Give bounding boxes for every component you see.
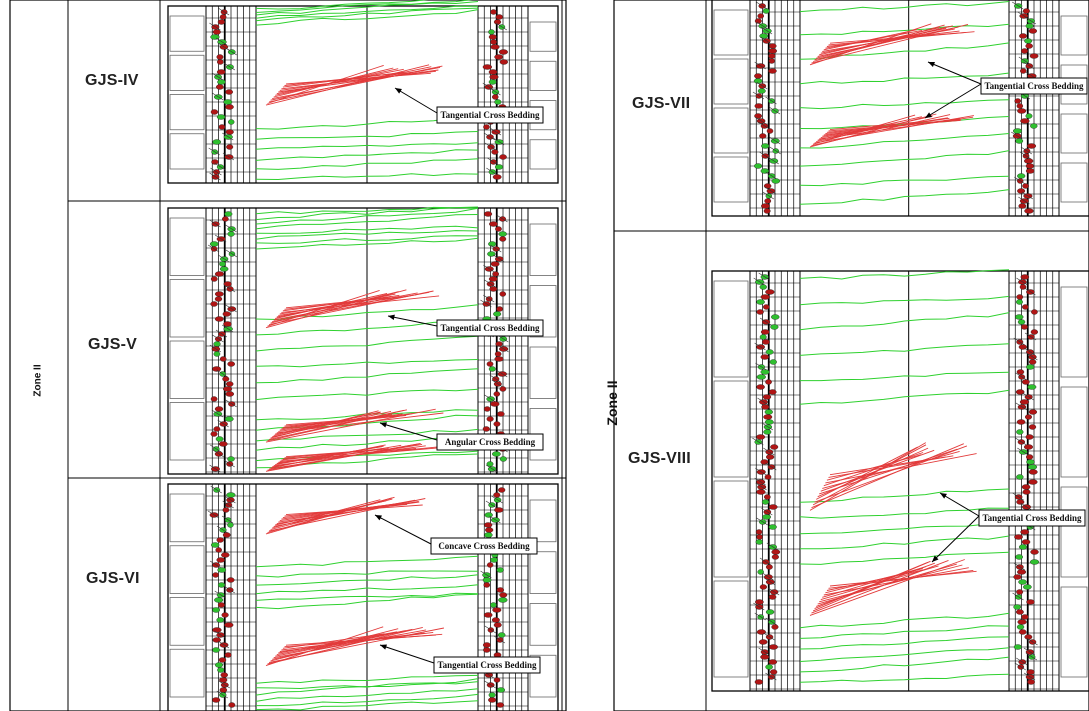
right-well-log <box>1008 0 1060 217</box>
well-label-gjs-viii: GJS-VIII <box>628 450 691 467</box>
right-zone-label: Zone II <box>604 380 620 426</box>
arrow-head <box>375 515 382 521</box>
annotation-box <box>433 656 541 674</box>
left-zone-label: Zone II <box>32 364 44 397</box>
annotation-box <box>436 433 544 451</box>
annotation-arrow <box>379 422 438 441</box>
annotation-label: Tangential Cross Bedding <box>440 323 540 333</box>
annotation-label: Angular Cross Bedding <box>445 437 536 447</box>
panel-gjs-viii: Tangential Cross Bedding <box>711 269 1089 692</box>
bedding-lines <box>255 0 479 181</box>
annotation-arrow <box>927 61 982 85</box>
arrow-head <box>940 493 947 499</box>
annotation-label: Tangential Cross Bedding <box>982 513 1082 523</box>
lithology-boxes <box>169 493 557 698</box>
annotation-box <box>978 509 1086 527</box>
arrow-head <box>932 555 939 562</box>
left-well-log <box>205 207 257 475</box>
annotation-arrow <box>924 83 982 119</box>
arrow-head <box>395 88 402 94</box>
left-panel-frame <box>9 0 567 711</box>
left-well-log <box>205 5 257 184</box>
arrow-head <box>925 112 932 118</box>
well-label-gjs-vi: GJS-VI <box>86 570 140 587</box>
annotation-label: Tangential Cross Bedding <box>440 110 540 120</box>
annotation-arrow <box>387 315 438 327</box>
annotation-box <box>436 106 544 124</box>
well-label-gjs-iv: GJS-IV <box>85 72 139 89</box>
panel-gjs-v: Tangential Cross Bedding Angular Cross Be… <box>167 206 559 475</box>
annotation-label: Concave Cross Bedding <box>438 541 530 551</box>
cross-bedding-sets <box>265 289 444 472</box>
arrow-head <box>380 422 387 428</box>
annotation-arrow <box>379 644 435 664</box>
panel-gjs-iv: Tangential Cross Bedding <box>167 0 559 184</box>
panel-gjs-vi: Concave Cross Bedding Tangential Cross Be… <box>167 483 559 711</box>
annotation-arrow <box>939 492 980 517</box>
cross-bedding-sets <box>265 64 443 106</box>
annotation-box <box>430 537 538 555</box>
annotation-arrow <box>931 515 980 563</box>
lithology-boxes <box>169 15 557 170</box>
cross-bedding-sets <box>809 442 977 616</box>
panel-gjs-vii: Tangential Cross Bedding <box>711 0 1089 217</box>
right-well-log <box>477 483 529 711</box>
annotation-arrow <box>374 514 432 545</box>
left-well-log <box>749 270 801 692</box>
lithology-boxes <box>169 217 557 461</box>
cross-bedding-sets <box>265 496 444 667</box>
right-panel-frame <box>613 0 1089 711</box>
lithology-boxes <box>713 280 1088 678</box>
annotation-box <box>436 319 544 337</box>
bedding-lines <box>255 555 479 711</box>
annotation-label: Tangential Cross Bedding <box>984 81 1084 91</box>
well-label-gjs-v: GJS-V <box>88 336 138 353</box>
bedding-lines <box>255 206 479 469</box>
arrow-head <box>928 61 935 67</box>
well-label-gjs-vii: GJS-VII <box>632 95 691 112</box>
bedding-lines <box>799 269 1010 683</box>
annotation-label: Tangential Cross Bedding <box>437 660 537 670</box>
annotation-box <box>980 77 1088 95</box>
arrow-head <box>380 644 387 650</box>
left-well-log <box>205 483 257 711</box>
arrow-head <box>388 314 395 320</box>
annotation-arrow <box>394 87 438 114</box>
cross-bedding-sets <box>809 23 975 148</box>
